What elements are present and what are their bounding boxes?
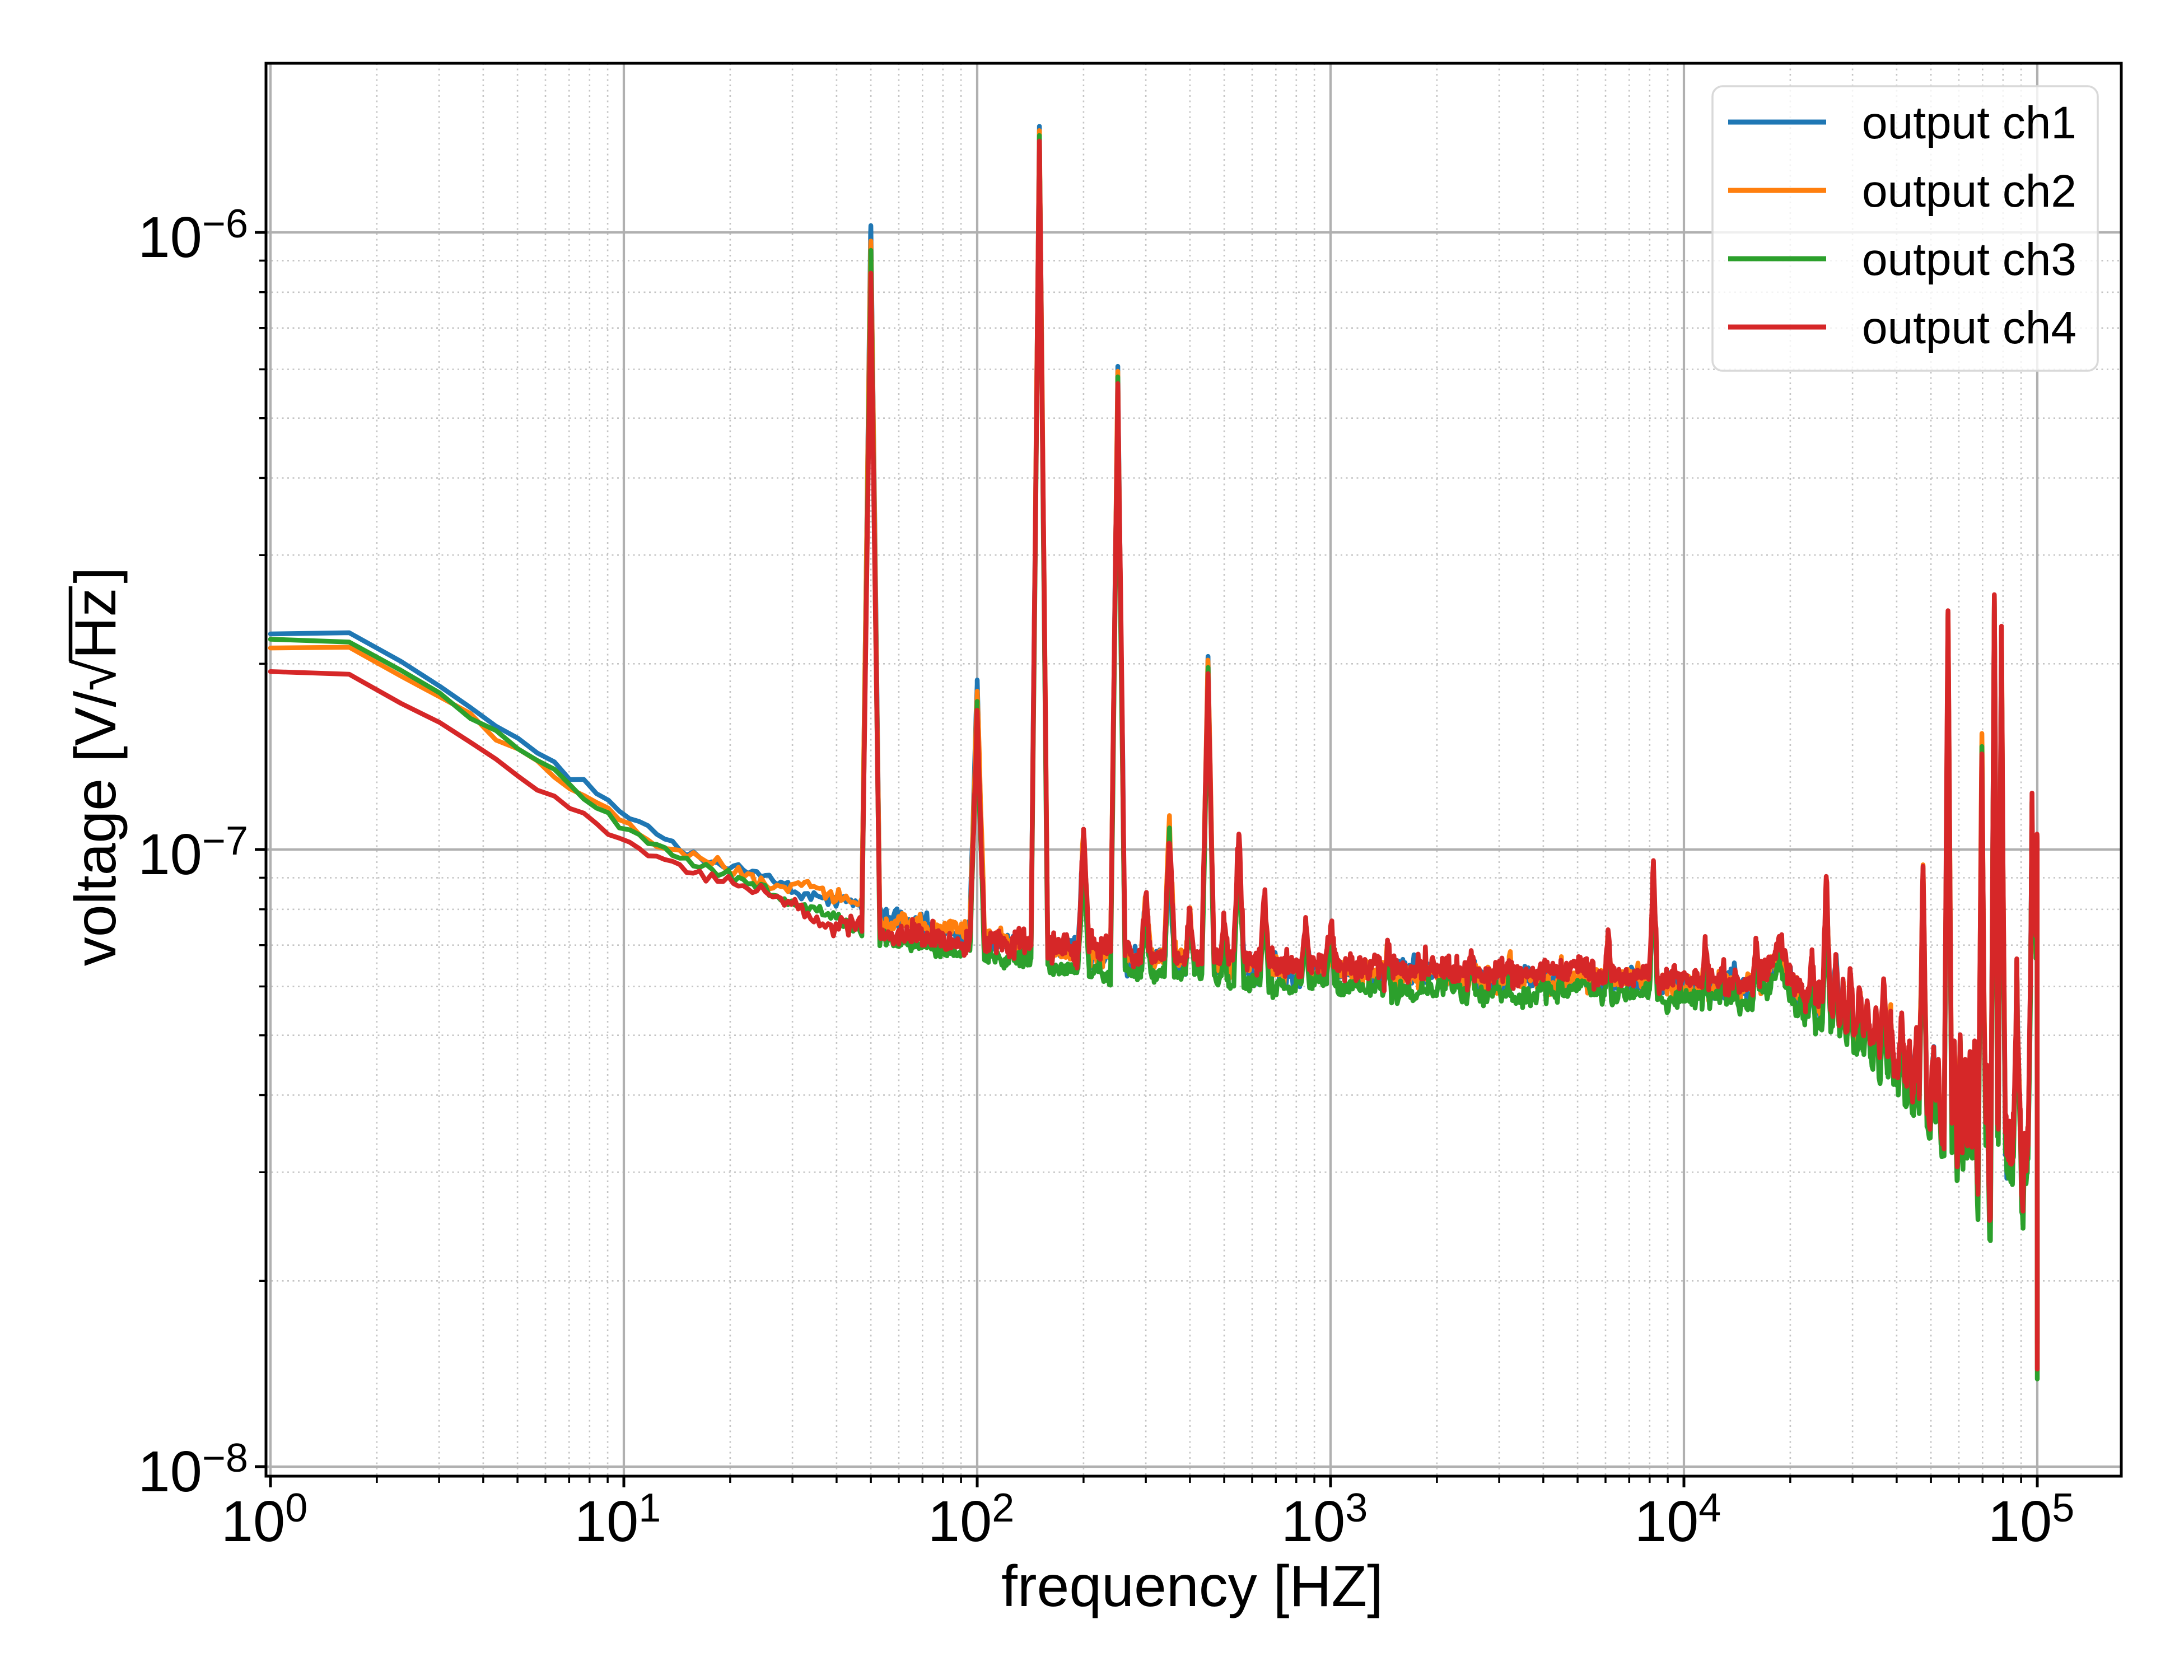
svg-text:output ch2: output ch2 xyxy=(1862,166,2076,217)
svg-text:104: 104 xyxy=(1635,1486,1721,1553)
svg-text:output ch4: output ch4 xyxy=(1862,302,2076,353)
svg-text:output ch1: output ch1 xyxy=(1862,97,2076,148)
svg-text:frequency [HZ]: frequency [HZ] xyxy=(1001,1554,1383,1619)
svg-text:105: 105 xyxy=(1988,1486,2075,1553)
svg-text:output ch3: output ch3 xyxy=(1862,234,2076,285)
svg-text:voltage [V/√Hz]: voltage [V/√Hz] xyxy=(63,567,128,967)
